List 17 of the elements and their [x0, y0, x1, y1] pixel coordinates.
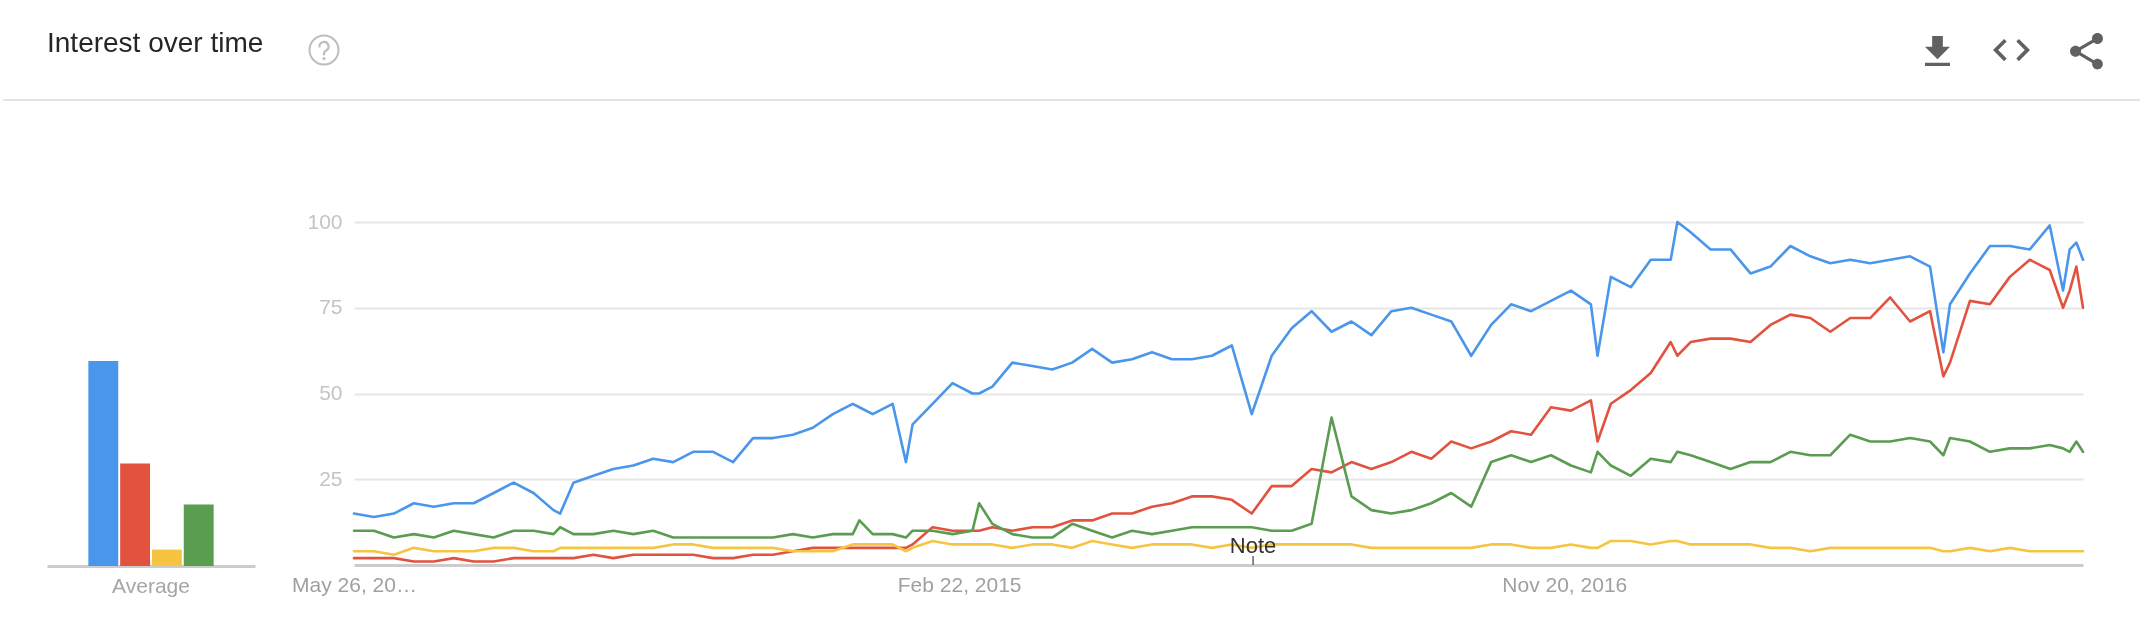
line-series [352, 258, 2085, 563]
y-tick-label: 100 [307, 209, 343, 233]
x-tick-label: May 26, 20… [292, 572, 417, 596]
x-tick-label: Feb 22, 2015 [897, 572, 1022, 596]
bar [88, 361, 119, 566]
line-series [352, 539, 2085, 557]
y-tick-label: 25 [319, 466, 343, 490]
line-series [352, 220, 2085, 519]
bar [120, 463, 151, 566]
line-series [352, 416, 2085, 539]
x-tick-label: Average [112, 573, 190, 597]
chart-title: Interest over time [47, 27, 264, 58]
y-tick-label: 75 [319, 295, 343, 319]
bar [183, 504, 214, 566]
x-tick-label: Nov 20, 2016 [1502, 572, 1628, 596]
y-tick-label: 50 [319, 381, 343, 404]
bar [151, 549, 182, 566]
